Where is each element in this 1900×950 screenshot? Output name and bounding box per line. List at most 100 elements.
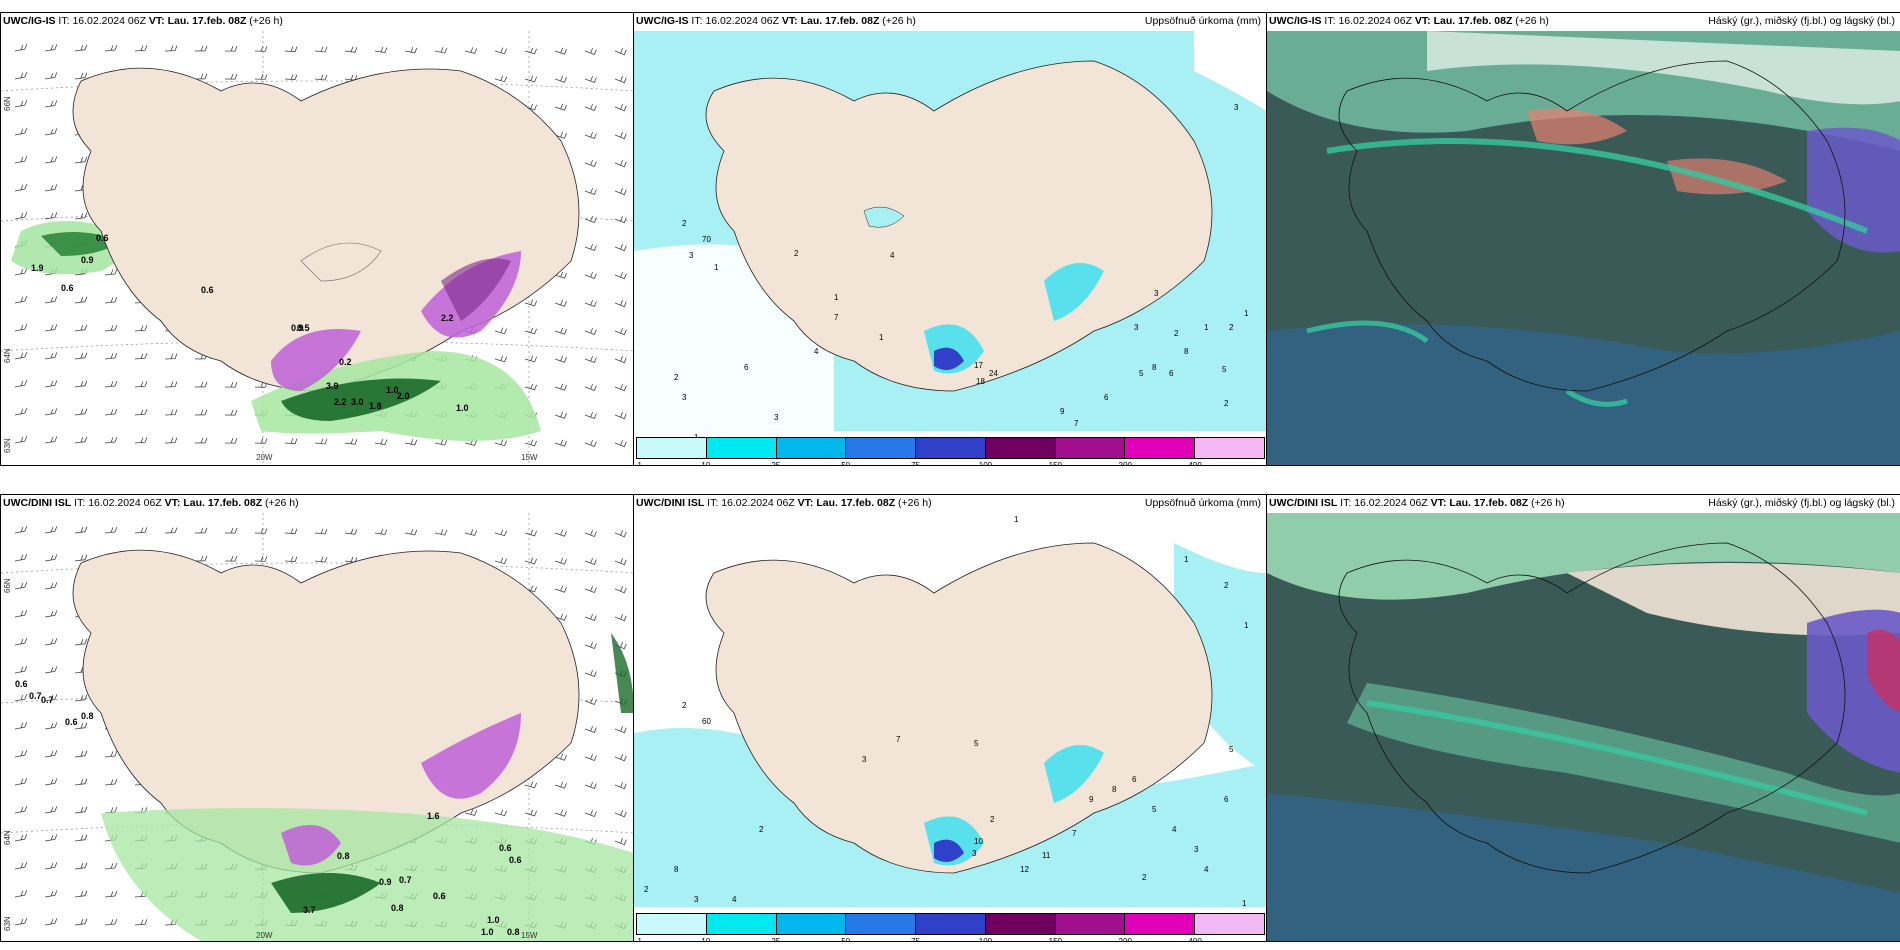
precip-value: 2.2 [334, 397, 347, 407]
precip-value: 3 [1154, 289, 1159, 298]
wind-barb [494, 557, 507, 565]
wind-barb [74, 324, 88, 332]
precip-value: 3 [1134, 323, 1139, 332]
wind-barb [74, 526, 88, 534]
wind-barb [164, 409, 178, 416]
wind-barb [584, 355, 597, 364]
precip-value: 2 [644, 885, 649, 894]
precip-value: 11 [1042, 851, 1051, 860]
wind-barb [134, 437, 148, 444]
wind-barb [44, 296, 58, 304]
panel-title: UWC/DINI ISL IT: 16.02.2024 06Z VT: Lau.… [3, 497, 299, 509]
precip-value: 1 [1014, 515, 1019, 524]
wind-barb [524, 299, 537, 307]
wind-barb [14, 71, 28, 80]
precip-value: 3 [1234, 103, 1239, 112]
wind-barb [14, 183, 28, 192]
wind-barb [104, 750, 118, 758]
wind-barb [434, 47, 448, 54]
wind-barb [614, 132, 627, 140]
panel-cloud-cover-dini: UWC/DINI ISL IT: 16.02.2024 06Z VT: Lau.… [1266, 494, 1900, 942]
precip-value: 1.0 [487, 915, 500, 925]
wind-barb [584, 327, 597, 336]
wind-barb [614, 614, 627, 622]
precip-value: 12 [1020, 865, 1029, 874]
lat-label: 66N [3, 96, 12, 111]
precip-value: 2 [682, 219, 687, 228]
wind-barb [584, 697, 597, 706]
wind-barb [14, 833, 28, 842]
panel-accumulated-precip-igis: UWC/IG-IS IT: 16.02.2024 06Z VT: Lau. 17… [633, 12, 1268, 466]
colorbar-tick-label: 25 [771, 937, 781, 942]
colorbar-segment [1125, 438, 1196, 458]
wind-barb [614, 440, 627, 448]
precip-value: 5 [1229, 745, 1234, 754]
precip-value: 2.2 [441, 313, 454, 323]
precip-value: 8 [1112, 785, 1117, 794]
wind-barb [584, 781, 597, 790]
precip-value: 4 [1204, 865, 1209, 874]
wind-barb [584, 103, 597, 112]
precip-value: 18 [976, 377, 985, 386]
wind-barb [14, 917, 28, 926]
colorbar-segment [706, 438, 777, 458]
precip-value: 0.6 [433, 891, 446, 901]
wind-barb [254, 46, 268, 52]
colorbar-tick-label: 200 [1118, 461, 1132, 466]
colorbar-segment [985, 914, 1056, 934]
colorbar [636, 913, 1265, 935]
wind-barb [44, 128, 58, 136]
wind-barb [494, 439, 507, 447]
colorbar-segment [637, 438, 707, 458]
wind-barb [554, 103, 567, 111]
precip-value: 4 [732, 895, 737, 904]
wind-barb [44, 324, 58, 332]
panel-subtitle: Uppsöfnuð úrkoma (mm) [1144, 497, 1261, 509]
wind-barb [584, 753, 597, 762]
wind-barb [194, 381, 208, 388]
wind-barb [374, 438, 388, 445]
wind-barb [194, 527, 208, 534]
colorbar-tick-label: 400 [1188, 461, 1202, 466]
precip-value: 70 [702, 235, 711, 244]
wind-barb [284, 528, 298, 535]
colorbar-tick-label: 50 [841, 937, 851, 942]
colorbar-segment [985, 438, 1056, 458]
wind-barb [194, 555, 208, 562]
precip-value: 1 [1242, 899, 1247, 908]
wind-barb [524, 355, 537, 363]
wind-barb [14, 889, 28, 898]
colorbar-tick-label: 100 [978, 937, 993, 942]
wind-barb [614, 104, 627, 112]
wind-barb [194, 437, 208, 444]
wind-barb [314, 74, 328, 81]
wind-barb [164, 437, 178, 444]
wind-barb [14, 99, 28, 108]
precip-value: 2 [990, 815, 995, 824]
precip-value: 0.6 [201, 285, 214, 295]
wind-barb [44, 526, 58, 534]
wind-barb [284, 74, 298, 81]
wind-barb [14, 127, 28, 136]
precip-value: 1 [834, 293, 839, 302]
wind-barb [44, 554, 58, 562]
wind-barb [44, 666, 58, 674]
precip-value: 0.6 [509, 855, 522, 865]
wind-barb [584, 187, 597, 196]
wind-barb [14, 581, 28, 590]
colorbar-tick-label: 25 [771, 461, 781, 466]
wind-barb [584, 131, 597, 140]
wind-barb [584, 47, 597, 56]
precip-value: 0.9 [379, 877, 392, 887]
precip-value: 10 [974, 837, 983, 846]
map-wind-barbs [1, 513, 634, 941]
wind-barb [524, 557, 537, 565]
precip-value: 6 [744, 363, 749, 372]
panel-title: UWC/DINI ISL IT: 16.02.2024 06Z VT: Lau.… [636, 497, 932, 509]
wind-barb [134, 409, 148, 416]
colorbar-segment [776, 914, 847, 934]
precip-value: 0.8 [337, 851, 350, 861]
wind-barb [74, 638, 88, 646]
wind-barb [614, 188, 627, 196]
wind-barb [104, 436, 118, 444]
